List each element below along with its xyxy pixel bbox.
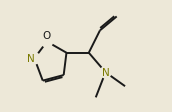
Text: N: N bbox=[102, 68, 109, 78]
Text: O: O bbox=[43, 31, 51, 41]
Text: N: N bbox=[28, 54, 35, 64]
